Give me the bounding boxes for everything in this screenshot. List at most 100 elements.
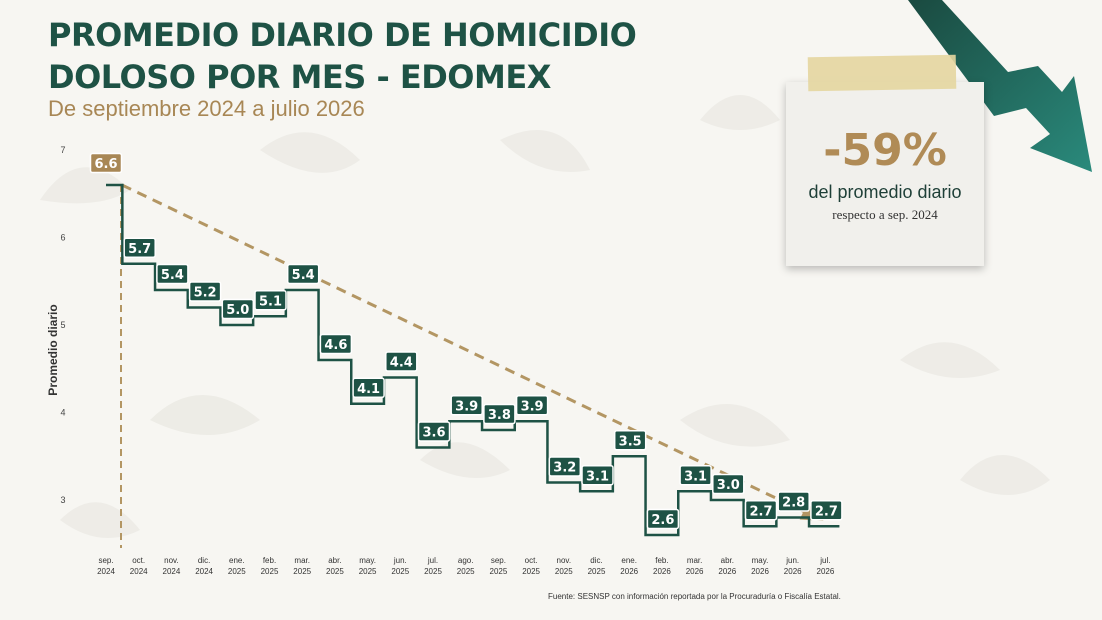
chart-title: PROMEDIO DIARIO DE HOMICIDIO DOLOSO POR … (48, 14, 637, 98)
data-label: 2.6 (651, 513, 674, 528)
x-tick-label-year: 2025 (293, 567, 311, 576)
data-label-box (352, 377, 385, 398)
percentage-value: -59% (823, 125, 947, 176)
data-label: 6.6 (94, 157, 117, 172)
source-note: Fuente: SESNSP con información reportada… (548, 592, 841, 601)
x-tick-label-month: mar. (294, 556, 310, 565)
data-label: 4.4 (390, 356, 413, 371)
x-tick-label-year: 2025 (522, 567, 540, 576)
x-tick-label-month: may. (752, 556, 769, 565)
data-label: 5.2 (194, 286, 217, 301)
x-tick-label-month: sep. (491, 556, 506, 565)
percentage-reference: respecto a sep. 2024 (832, 207, 938, 222)
y-tick-label: 3 (60, 495, 65, 505)
y-tick-label: 4 (60, 408, 65, 418)
data-label-box (123, 237, 156, 258)
data-label: 3.9 (521, 399, 544, 414)
x-tick-label-month: abr. (328, 556, 341, 565)
x-tick-label-month: feb. (263, 556, 276, 565)
data-label-box (188, 281, 222, 302)
data-label: 4.1 (357, 382, 380, 397)
data-label: 3.2 (553, 461, 576, 476)
x-tick-label-month: nov. (557, 556, 572, 565)
x-tick-label-month: jul. (819, 556, 830, 565)
y-tick-label: 5 (60, 320, 65, 330)
data-label-box (89, 152, 123, 174)
data-label-box (515, 395, 549, 416)
x-tick-label-year: 2026 (784, 567, 802, 576)
data-label-box (712, 473, 745, 495)
x-tick-label-month: sep. (98, 556, 113, 565)
data-label-box (744, 500, 778, 521)
data-label: 4.6 (324, 338, 347, 353)
data-label-box (810, 500, 843, 521)
x-tick-label-year: 2025 (588, 567, 606, 576)
data-label-box (646, 508, 680, 530)
data-label: 3.5 (619, 434, 642, 449)
data-label-box (319, 333, 353, 355)
downward-trend-arrow-icon (908, 0, 1092, 172)
y-tick-label: 6 (60, 233, 65, 243)
percentage-caption: del promedio diario (808, 182, 962, 202)
y-axis-label: Promedio diario (46, 304, 60, 395)
step-series-line (106, 183, 840, 537)
x-tick-label-month: jul. (427, 556, 438, 565)
data-label: 3.9 (455, 399, 478, 414)
x-tick-label-year: 2026 (620, 567, 638, 576)
data-label: 2.7 (749, 504, 772, 519)
data-label-box (548, 456, 582, 477)
data-label: 5.0 (226, 303, 249, 318)
data-label: 5.1 (259, 294, 282, 309)
chart-title-line-2: DOLOSO POR MES - EDOMEX (48, 58, 551, 96)
data-label-box (679, 465, 712, 486)
data-label-box (417, 421, 451, 442)
x-tick-label-month: ene. (229, 556, 245, 565)
data-label: 2.7 (815, 504, 838, 519)
x-tick-label-year: 2025 (424, 567, 442, 576)
data-label: 3.8 (488, 408, 511, 423)
x-tick-label-month: dic. (590, 556, 602, 565)
x-tick-label-year: 2026 (686, 567, 704, 576)
percentage-note-card: -59% del promedio diario respecto a sep.… (786, 82, 984, 266)
data-label-box (777, 491, 810, 512)
x-tick-label-year: 2025 (457, 567, 475, 576)
x-tick-label-year: 2026 (751, 567, 769, 576)
data-label: 5.4 (292, 268, 315, 283)
x-tick-label-year: 2025 (359, 567, 377, 576)
x-tick-label-month: feb. (655, 556, 668, 565)
x-tick-label-year: 2024 (195, 567, 213, 576)
chart-title-line-1: PROMEDIO DIARIO DE HOMICIDIO (48, 16, 637, 54)
x-tick-label-year: 2026 (718, 567, 736, 576)
y-tick-label: 7 (60, 145, 65, 155)
x-tick-label-month: abr. (721, 556, 734, 565)
data-label: 3.0 (717, 478, 740, 493)
data-label: 3.1 (586, 469, 609, 484)
x-tick-label-month: may. (359, 556, 376, 565)
data-label-box (286, 263, 320, 285)
x-tick-label-year: 2025 (391, 567, 409, 576)
x-tick-label-month: oct. (525, 556, 538, 565)
x-tick-label-year: 2026 (817, 567, 835, 576)
x-tick-label-year: 2025 (555, 567, 573, 576)
x-tick-label-year: 2024 (163, 567, 181, 576)
data-label: 5.4 (161, 268, 184, 283)
x-tick-label-month: nov. (164, 556, 179, 565)
x-tick-label-month: oct. (132, 556, 145, 565)
x-tick-label-month: ene. (621, 556, 637, 565)
x-tick-label-year: 2025 (228, 567, 246, 576)
x-tick-label-month: mar. (687, 556, 703, 565)
data-label-box (581, 465, 614, 486)
data-label-box (156, 263, 189, 285)
x-tick-label-month: jun. (785, 556, 799, 565)
data-label-box (613, 430, 647, 451)
x-tick-label-month: jun. (393, 556, 407, 565)
data-label-box (483, 403, 516, 425)
x-tick-label-year: 2025 (261, 567, 279, 576)
x-tick-label-year: 2025 (326, 567, 344, 576)
x-tick-label-year: 2024 (130, 567, 148, 576)
data-label: 5.7 (128, 242, 151, 257)
x-tick-label-year: 2024 (97, 567, 115, 576)
data-label: 3.6 (422, 426, 445, 441)
chart-subtitle: De septiembre 2024 a julio 2026 (48, 96, 365, 121)
